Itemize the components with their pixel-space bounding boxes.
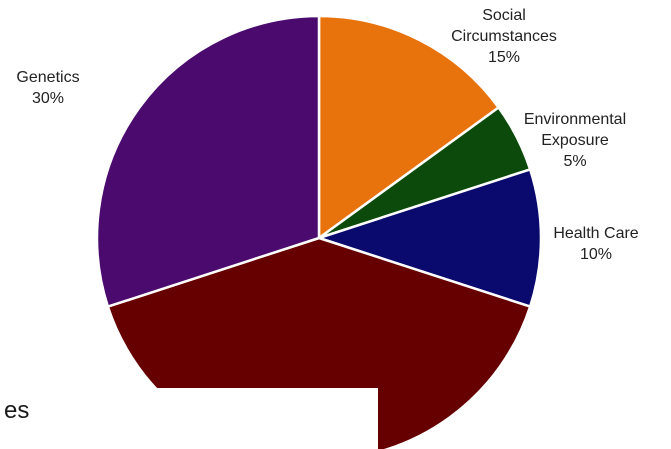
- white-overlay-box: [134, 388, 378, 449]
- slice-label-4: Genetics 30%: [16, 69, 79, 107]
- slice-label-0: Social Circumstances 15%: [451, 7, 557, 66]
- slice-label-1: Environmental Exposure 5%: [524, 111, 626, 170]
- slice-label-line: 5%: [563, 153, 586, 170]
- slice-label-line: Exposure: [541, 132, 609, 149]
- pie-slice-0: [317, 14, 501, 241]
- slice-label-line: Environmental: [524, 111, 626, 128]
- slice-labels: Social Circumstances 15% Environmental Expos…: [16, 7, 638, 263]
- slice-label-line: 10%: [580, 246, 612, 263]
- pie-slices: [95, 14, 543, 449]
- slice-label-line: 15%: [488, 49, 520, 66]
- slice-label-line: Health Care: [553, 225, 638, 242]
- slice-label-line: Social: [482, 7, 526, 24]
- slice-label-line: Circumstances: [451, 28, 557, 45]
- pie-slice-4: [95, 14, 321, 309]
- slice-label-line: Genetics: [16, 69, 79, 86]
- slice-label-line: 30%: [32, 90, 64, 107]
- partial-text: es: [4, 397, 30, 424]
- slice-label-2: Health Care 10%: [553, 225, 638, 263]
- pie-slice-2: [314, 167, 543, 309]
